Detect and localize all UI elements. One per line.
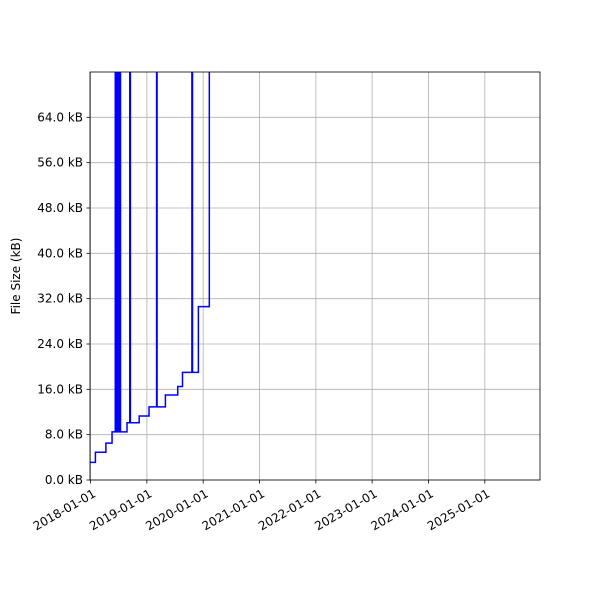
y-tick-label: 32.0 kB: [37, 292, 83, 306]
y-tick-label: 48.0 kB: [37, 201, 83, 215]
y-tick-label: 8.0 kB: [45, 428, 83, 442]
y-tick-label: 0.0 kB: [45, 473, 83, 487]
grid: [90, 72, 540, 481]
y-tick-label: 56.0 kB: [37, 156, 83, 170]
y-tick-label: 24.0 kB: [37, 337, 83, 351]
axes-frame: [89, 71, 541, 481]
y-tick-label: 40.0 kB: [37, 246, 83, 260]
y-tick-label: 64.0 kB: [37, 110, 83, 124]
series-layer: [90, 72, 211, 464]
file-size-line: [90, 72, 211, 464]
y-axis-label: File Size (kB): [9, 238, 23, 315]
plot-area: [90, 72, 540, 480]
y-tick-label: 16.0 kB: [37, 382, 83, 396]
